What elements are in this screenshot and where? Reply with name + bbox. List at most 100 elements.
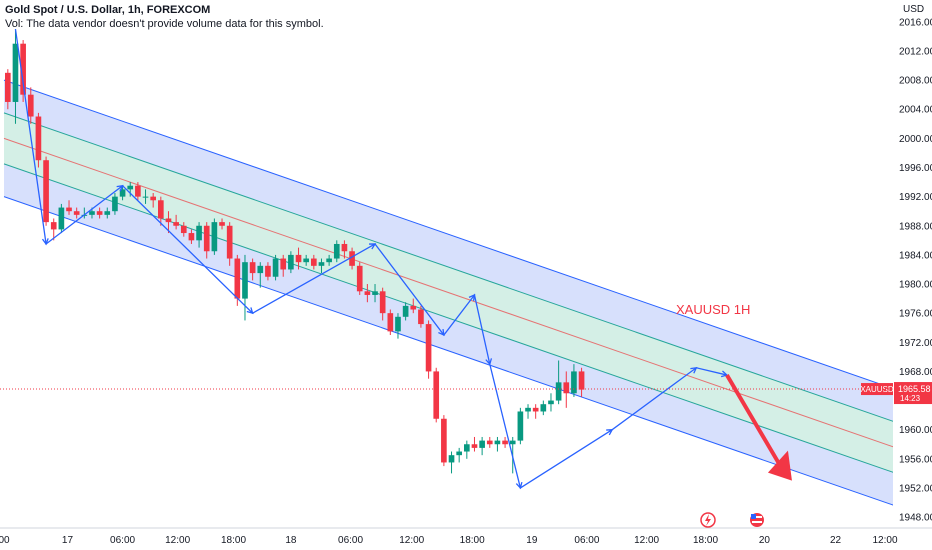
candle-body: [104, 211, 111, 215]
chart-annotation: XAUUSD 1H: [676, 302, 750, 317]
candle-body: [548, 400, 554, 405]
candle-body: [525, 407, 531, 412]
x-tick-label: 18:00: [460, 535, 485, 546]
candle-body: [12, 43, 19, 102]
candle-body: [517, 411, 524, 441]
y-tick-label: 2016.00: [899, 17, 932, 28]
candle-body: [326, 258, 332, 263]
zigzag-arrowhead: [606, 428, 614, 436]
zigzag-arrowhead: [468, 293, 476, 301]
candle-body: [165, 218, 172, 223]
candle-body: [112, 196, 118, 212]
candle-body: [402, 305, 409, 317]
candle-body: [441, 418, 447, 463]
candle-body: [364, 291, 371, 295]
candle-body: [35, 116, 42, 161]
candle-body: [372, 291, 378, 295]
x-tick-label: 22: [830, 535, 842, 546]
x-tick-label: 12:00: [634, 535, 659, 546]
candle-body: [387, 313, 394, 332]
candle-body: [303, 258, 309, 263]
candle-body: [242, 262, 248, 299]
candle-body: [464, 444, 470, 452]
candle-body: [73, 211, 80, 215]
zigzag-arrowhead: [690, 366, 698, 374]
x-tick-label: 17: [62, 535, 74, 546]
candle-body: [425, 324, 432, 372]
chart-title: Gold Spot / U.S. Dollar, 1h, FOREXCOM: [5, 4, 211, 16]
y-tick-label: 1972.00: [899, 338, 932, 349]
candle-body: [333, 243, 340, 259]
candle-body: [486, 440, 493, 445]
price-badge-value: 1965.58: [898, 384, 931, 394]
y-tick-label: 1980.00: [899, 280, 932, 291]
candle-body: [89, 211, 95, 215]
price-axis-bg: [893, 0, 932, 550]
x-tick-label: 06:00: [110, 535, 135, 546]
candle-body: [180, 225, 187, 234]
candle-body: [119, 189, 126, 197]
x-tick-label: 12:00: [399, 535, 424, 546]
flag-canton: [751, 514, 756, 519]
candle-body: [20, 43, 26, 95]
price-badge-countdown: 14:23: [900, 394, 921, 403]
candle-body: [43, 160, 49, 223]
symbol-badge-label: XAUUSD: [860, 385, 894, 394]
candle-body: [280, 258, 287, 270]
candle-body: [509, 440, 516, 445]
candle-body: [135, 185, 141, 197]
channel-inner-upper-line: [3, 112, 907, 427]
y-tick-label: 1956.00: [899, 454, 932, 465]
y-tick-label: 1948.00: [899, 513, 932, 524]
candle-body: [379, 291, 386, 314]
flag-stripe: [752, 521, 762, 523]
candle-body: [356, 265, 363, 292]
x-tick-label: 06:00: [574, 535, 599, 546]
regression-channel: [3, 79, 907, 511]
x-tick-label: 18:00: [693, 535, 718, 546]
x-tick-label: 19: [526, 535, 538, 546]
candle-body: [173, 222, 179, 226]
candle-body: [349, 251, 355, 266]
x-tick-label: 12:00: [872, 535, 897, 546]
zigzag-path: [14, 29, 792, 490]
candle-body: [532, 407, 539, 412]
y-tick-label: 2008.00: [899, 76, 932, 87]
channel-lower-line: [3, 196, 907, 511]
x-tick-label: 18:00: [221, 535, 246, 546]
forecast-arrow-head: [767, 450, 792, 481]
volume-note: Vol: The data vendor doesn't provide vol…: [5, 18, 324, 30]
channel-mid-line: [3, 137, 907, 453]
candle-body: [211, 222, 218, 252]
y-tick-label: 1976.00: [899, 309, 932, 320]
candle-body: [27, 94, 34, 117]
candle-body: [272, 258, 279, 277]
candle-body: [203, 225, 210, 252]
zigzag-arrowhead: [116, 184, 124, 192]
candle-body: [479, 440, 485, 448]
candle-body: [410, 305, 417, 310]
currency-label: USD: [903, 4, 924, 15]
candle-body: [196, 225, 202, 241]
candle-body: [563, 382, 570, 394]
candle-body: [188, 233, 195, 241]
candle-body: [295, 254, 302, 263]
flag-stripe: [752, 516, 762, 518]
candle-body: [58, 207, 65, 230]
candle-body: [395, 316, 401, 332]
y-tick-label: 1960.00: [899, 425, 932, 436]
forecast-arrow-shaft: [725, 374, 784, 470]
candle-body: [288, 254, 294, 270]
y-tick-label: 2004.00: [899, 105, 932, 116]
x-tick-label: 00: [0, 535, 10, 546]
channel-upper-line: [3, 79, 907, 394]
candle-body: [318, 262, 325, 266]
candle-body: [456, 451, 462, 456]
zigzag-arrowhead: [438, 328, 445, 337]
candle-body: [158, 200, 164, 219]
candle-body: [142, 196, 149, 198]
y-tick-label: 2000.00: [899, 134, 932, 145]
candle-body: [249, 262, 256, 274]
